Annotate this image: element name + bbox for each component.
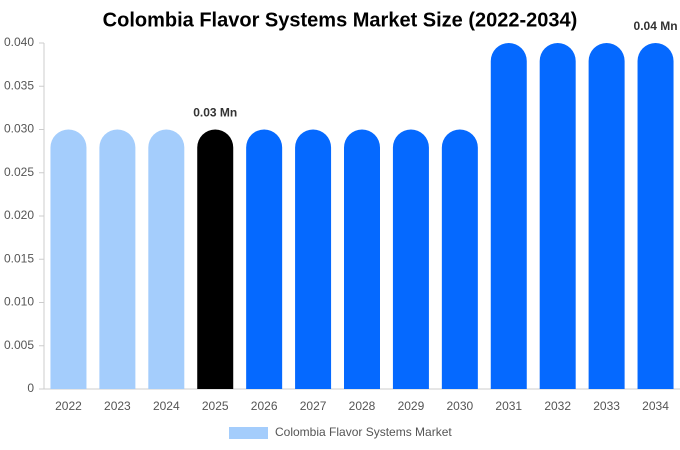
x-tick-label: 2031 xyxy=(495,399,522,413)
x-tick-label: 2024 xyxy=(153,399,180,413)
bar xyxy=(441,129,478,389)
y-tick-label: 0 xyxy=(27,381,34,395)
x-tick-label: 2030 xyxy=(446,399,473,413)
y-tick-label: 0.015 xyxy=(4,251,34,265)
bar xyxy=(344,129,380,389)
bar xyxy=(392,129,429,389)
y-tick-label: 0.020 xyxy=(4,208,34,222)
x-tick-label: 2033 xyxy=(593,399,620,413)
legend-swatch xyxy=(229,427,268,439)
y-tick-label: 0.025 xyxy=(4,165,34,179)
bar xyxy=(637,43,674,389)
bar xyxy=(50,129,87,389)
y-tick-label: 0.030 xyxy=(4,122,34,136)
bar xyxy=(99,129,136,389)
bar xyxy=(148,129,185,389)
x-tick-label: 2022 xyxy=(55,399,82,413)
x-tick-label: 2026 xyxy=(251,399,278,413)
chart-title: Colombia Flavor Systems Market Size (202… xyxy=(103,9,578,31)
x-tick-label: 2023 xyxy=(104,399,131,413)
bar xyxy=(539,43,576,389)
bar xyxy=(197,129,234,389)
x-tick-label: 2027 xyxy=(300,399,327,413)
bar xyxy=(246,129,283,389)
bar xyxy=(588,43,625,389)
x-tick-label: 2029 xyxy=(398,399,425,413)
y-tick-label: 0.010 xyxy=(4,295,34,309)
value-label: 0.04 Mn xyxy=(634,19,678,33)
x-tick-label: 2034 xyxy=(642,399,669,413)
y-tick-label: 0.005 xyxy=(4,338,34,352)
x-tick-label: 2028 xyxy=(349,399,376,413)
y-tick-label: 0.035 xyxy=(4,78,34,92)
value-label: 0.03 Mn xyxy=(193,106,237,120)
x-tick-label: 2025 xyxy=(202,399,229,413)
bar xyxy=(490,43,527,389)
bar xyxy=(295,129,332,389)
y-tick-label: 0.040 xyxy=(4,35,34,49)
legend-label: Colombia Flavor Systems Market xyxy=(275,425,452,439)
x-tick-label: 2032 xyxy=(544,399,571,413)
